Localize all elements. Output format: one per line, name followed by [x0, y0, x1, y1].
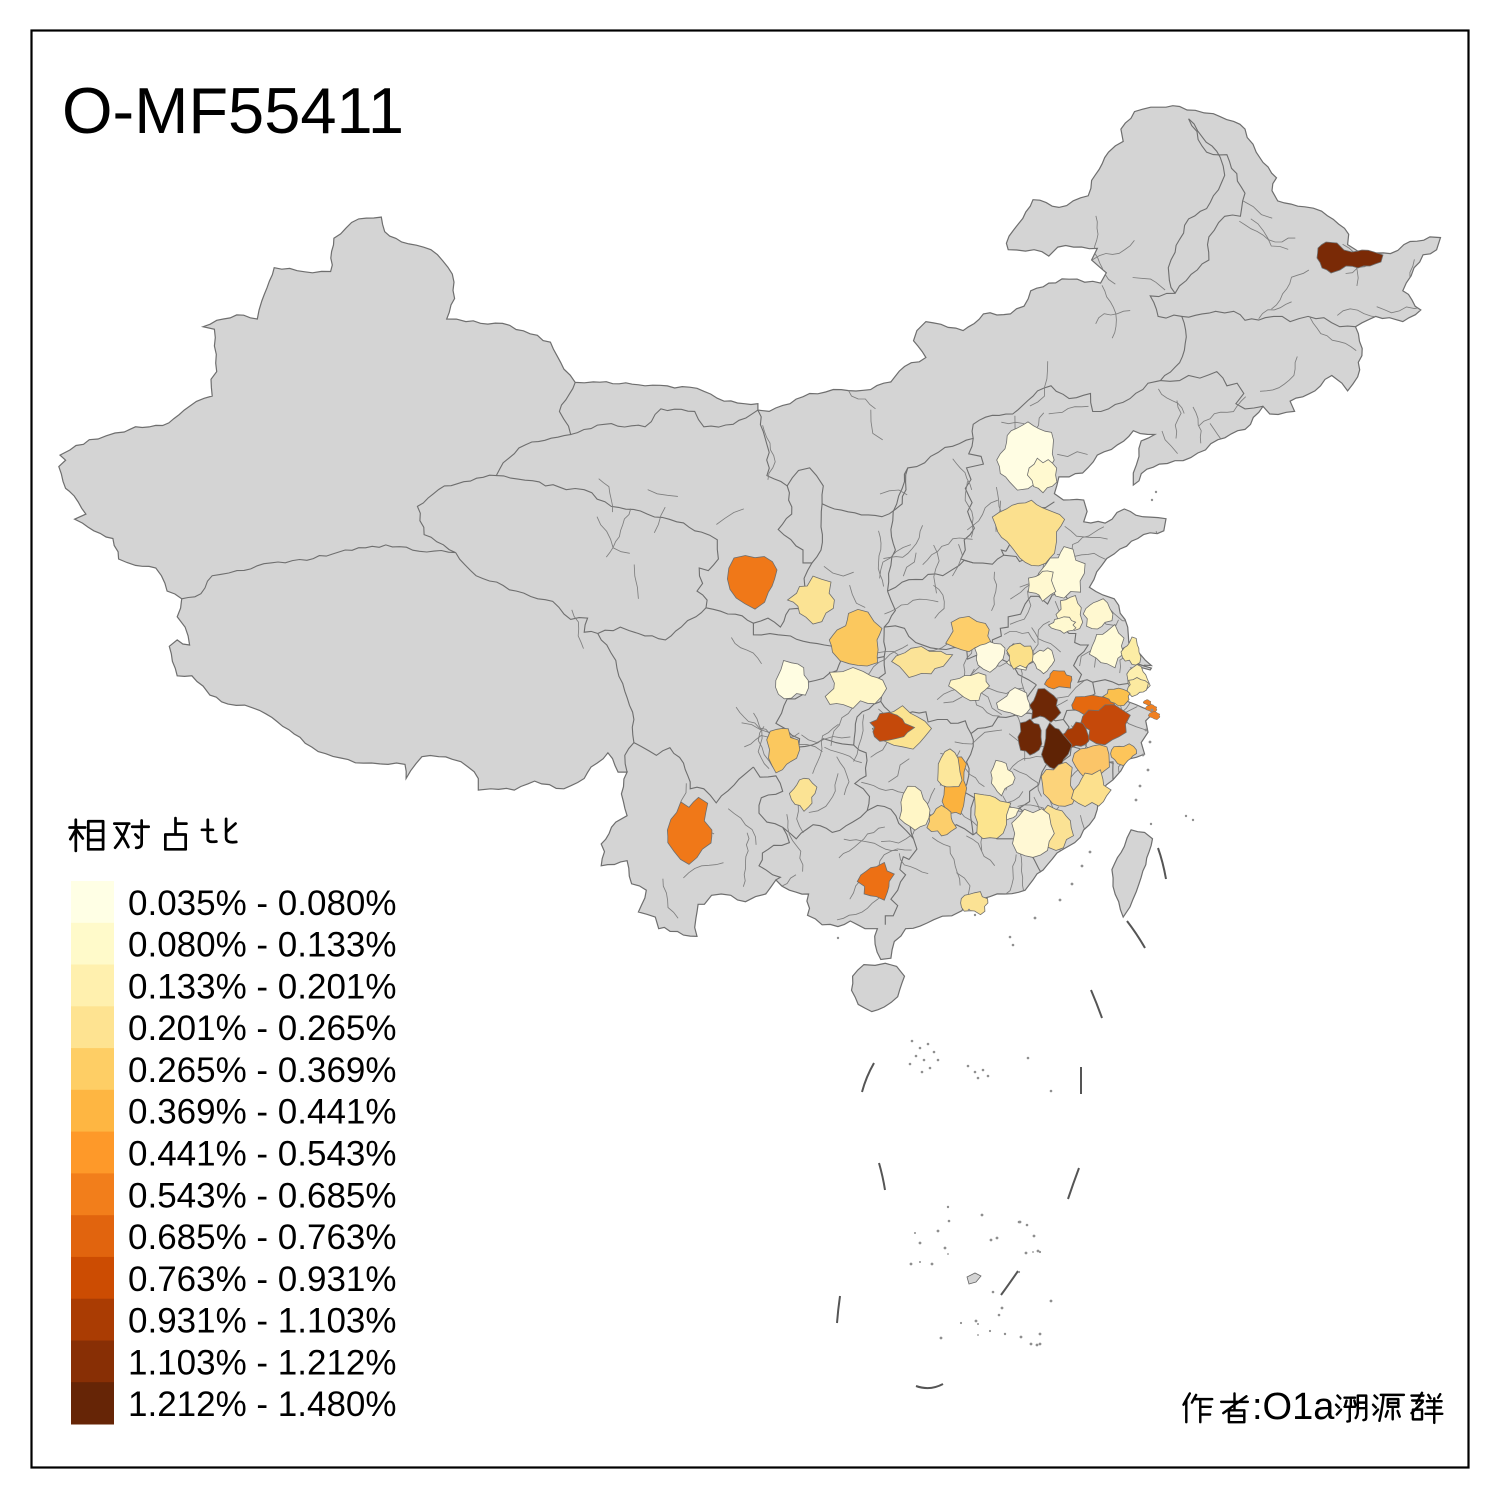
svg-text:0.201% - 0.265%: 0.201% - 0.265%	[128, 1009, 397, 1048]
svg-text:1.103% - 1.212%: 1.103% - 1.212%	[128, 1343, 397, 1382]
svg-text:O-MF55411: O-MF55411	[62, 74, 404, 147]
svg-text:0.931% - 1.103%: 0.931% - 1.103%	[128, 1302, 397, 1341]
svg-text:0.265% - 0.369%: 0.265% - 0.369%	[128, 1051, 397, 1090]
svg-text:0.685% - 0.763%: 0.685% - 0.763%	[128, 1218, 397, 1257]
svg-text:0.080% - 0.133%: 0.080% - 0.133%	[128, 926, 397, 965]
svg-text:0.035% - 0.080%: 0.035% - 0.080%	[128, 884, 397, 923]
svg-text:0.369% - 0.441%: 0.369% - 0.441%	[128, 1093, 397, 1132]
svg-text:0.133% - 0.201%: 0.133% - 0.201%	[128, 967, 397, 1006]
svg-text::O1a: :O1a	[1252, 1386, 1335, 1428]
svg-text:0.543% - 0.685%: 0.543% - 0.685%	[128, 1176, 397, 1215]
svg-text:0.763% - 0.931%: 0.763% - 0.931%	[128, 1260, 397, 1299]
svg-text:1.212% - 1.480%: 1.212% - 1.480%	[128, 1385, 397, 1424]
svg-text:0.441% - 0.543%: 0.441% - 0.543%	[128, 1135, 397, 1174]
